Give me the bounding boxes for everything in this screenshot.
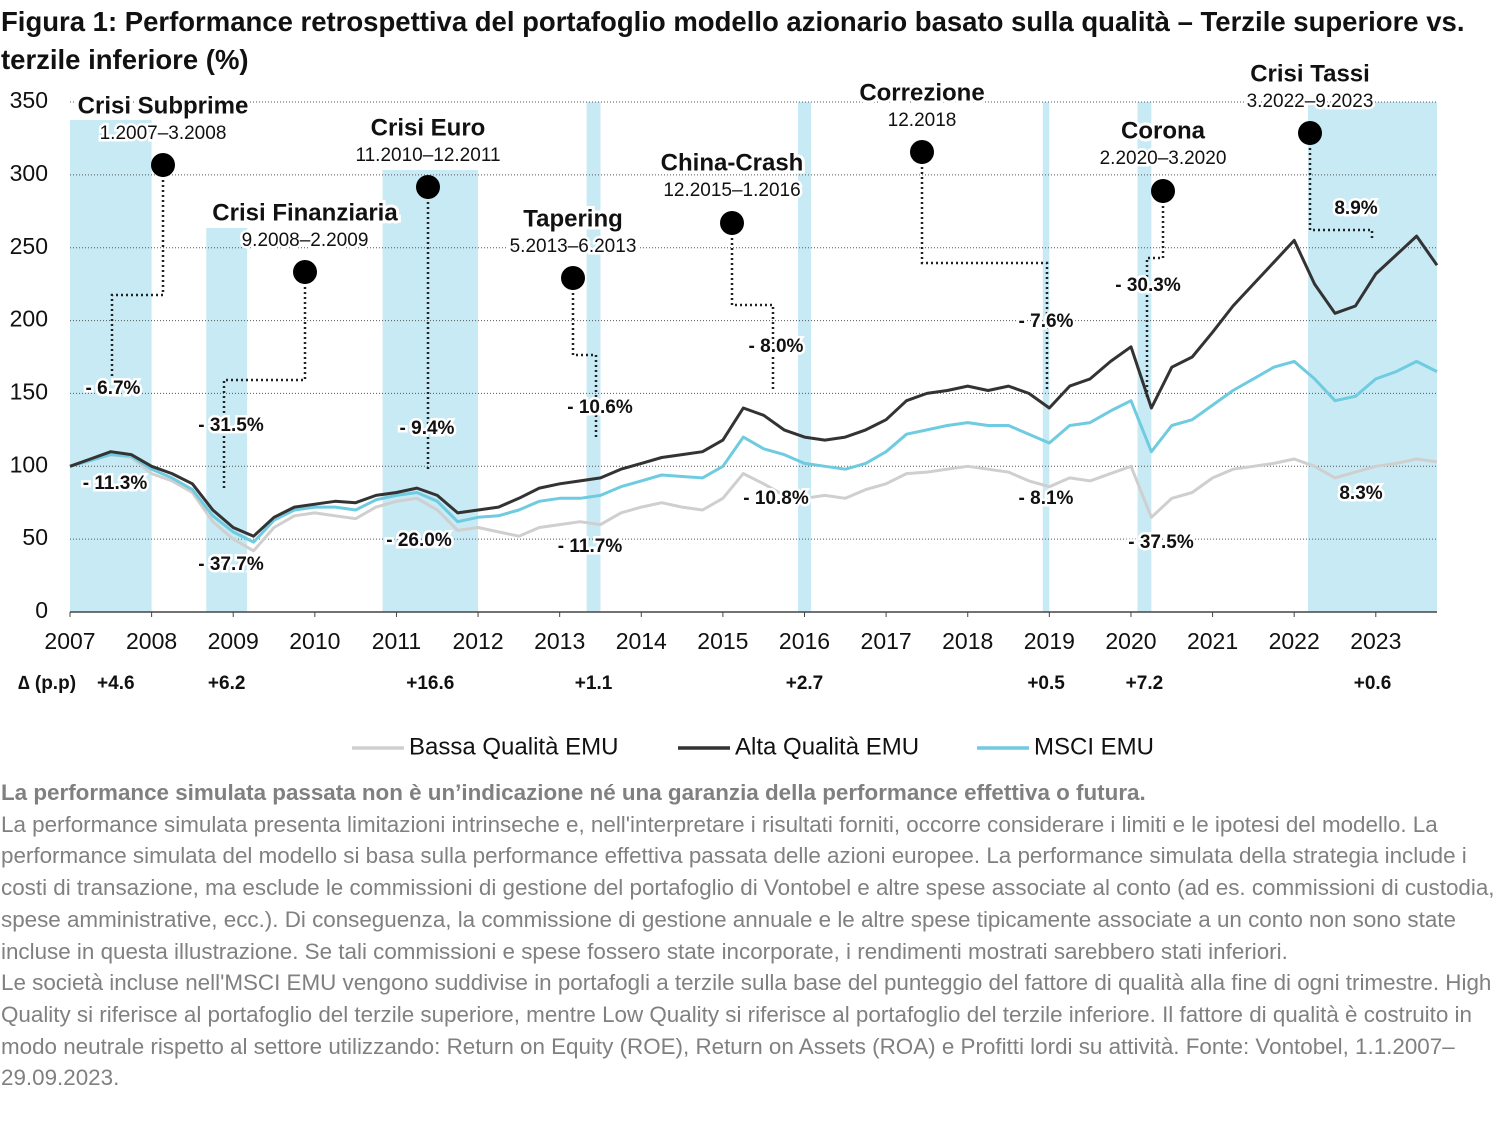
x-tick-label: 2021 xyxy=(1187,628,1238,654)
crisis-name: Corona xyxy=(1121,117,1206,144)
marker-dot xyxy=(1151,179,1175,203)
legend-label: MSCI EMU xyxy=(1034,733,1154,760)
top-label: - 31.5% xyxy=(198,415,264,436)
x-tick-label: 2017 xyxy=(861,628,912,654)
y-tick-label: 250 xyxy=(10,233,48,259)
delta-label: +4.6 xyxy=(97,673,135,694)
bottom-label: - 37.7% xyxy=(198,554,264,575)
delta-label: +7.2 xyxy=(1126,673,1164,694)
x-tick-label: 2007 xyxy=(44,628,95,654)
connector xyxy=(920,152,1049,390)
crisis-band xyxy=(1137,102,1152,612)
crisis-period: 12.2018 xyxy=(888,110,957,131)
bottom-label: - 11.3% xyxy=(83,473,148,494)
marker-dot xyxy=(1298,121,1322,145)
top-label: - 9.4% xyxy=(400,418,455,439)
top-label: - 30.3% xyxy=(1115,275,1181,296)
delta-label: +0.5 xyxy=(1027,673,1065,694)
delta-label: +1.1 xyxy=(575,673,613,694)
crisis-band xyxy=(206,228,248,612)
bottom-label: - 10.8% xyxy=(743,488,809,509)
crisis-band xyxy=(797,102,812,612)
marker-dot xyxy=(910,140,934,164)
x-tick-label: 2019 xyxy=(1024,628,1075,654)
y-tick-label: 300 xyxy=(10,160,48,186)
footnote-text: Le società incluse nell'MSCI EMU vengono… xyxy=(1,970,1492,1091)
y-tick-label: 150 xyxy=(10,379,48,405)
bottom-label: 8.3% xyxy=(1339,483,1382,504)
marker-dot xyxy=(151,153,175,177)
chart-title: Figura 1: Performance retrospettiva del … xyxy=(1,6,1465,75)
crisis-period: 11.2010–12.2011 xyxy=(355,145,500,166)
x-tick-label: 2018 xyxy=(942,628,993,654)
chart: 0 50 100 150 200 250 300 350 2007 2008 2009 2010 201… xyxy=(9,60,1439,761)
marker-dot xyxy=(293,260,317,284)
crisis-period: 9.2008–2.2009 xyxy=(242,230,369,251)
delta-label: +2.7 xyxy=(786,673,824,694)
x-tick-label: 2012 xyxy=(452,628,503,654)
x-tick-label: 2022 xyxy=(1269,628,1320,654)
crisis-period: 5.2013–6.2013 xyxy=(510,236,637,257)
series-line xyxy=(69,359,1438,544)
delta-label: +6.2 xyxy=(208,673,246,694)
crisis-band xyxy=(1308,102,1437,612)
crisis-name: Tapering xyxy=(523,205,623,232)
x-tick-label: 2010 xyxy=(289,628,340,654)
crisis-band xyxy=(382,170,479,612)
marker-dot xyxy=(720,211,744,235)
delta-label: +0.6 xyxy=(1354,673,1392,694)
crisis-band xyxy=(586,102,601,612)
y-tick-label: 350 xyxy=(10,87,48,113)
x-tick-label: 2014 xyxy=(616,628,667,654)
crisis-name: Correzione xyxy=(859,79,984,106)
connector xyxy=(730,223,775,390)
crisis-period: 12.2015–1.2016 xyxy=(663,180,800,201)
footnote-text: La performance simulata presenta limitaz… xyxy=(1,811,1495,964)
x-tick-label: 2020 xyxy=(1105,628,1156,654)
crisis-period: 1.2007–3.2008 xyxy=(100,123,227,144)
legend-label: Alta Qualità EMU xyxy=(735,733,919,760)
x-tick-label: 2015 xyxy=(697,628,748,654)
crisis-name: China-Crash xyxy=(661,149,804,176)
x-tick-label: 2009 xyxy=(208,628,259,654)
bottom-label: - 11.7% xyxy=(558,536,623,557)
crisis-name: Crisi Finanziaria xyxy=(212,199,398,226)
delta-label: +16.6 xyxy=(406,673,454,694)
bottom-label: - 37.5% xyxy=(1128,532,1194,553)
x-tick-label: 2016 xyxy=(779,628,830,654)
crisis-period: 3.2022–9.2023 xyxy=(1247,91,1374,112)
crisis-name: Crisi Tassi xyxy=(1250,60,1370,87)
top-label: - 10.6% xyxy=(567,397,633,418)
top-label: - 6.7% xyxy=(86,378,141,399)
marker-dot xyxy=(561,266,585,290)
bottom-label: - 8.1% xyxy=(1019,488,1074,509)
connector xyxy=(1145,191,1165,400)
crisis-period: 2.2020–3.2020 xyxy=(1100,148,1227,169)
crisis-name: Crisi Euro xyxy=(371,114,486,141)
crisis-name: Crisi Subprime xyxy=(78,92,249,119)
series-line xyxy=(69,453,1438,553)
y-tick-label: 50 xyxy=(22,524,48,550)
x-tick-label: 2013 xyxy=(534,628,585,654)
y-tick-label: 100 xyxy=(10,451,48,477)
connector xyxy=(110,165,165,378)
y-tick-label: 0 xyxy=(35,597,48,623)
y-tick-label: 200 xyxy=(10,306,48,332)
top-label: 8.9% xyxy=(1334,198,1377,219)
delta-row-label: ∆ (p.p) xyxy=(18,673,76,694)
x-tick-label: 2011 xyxy=(372,628,421,654)
x-tick-label: 2023 xyxy=(1350,628,1401,654)
series-line xyxy=(69,234,1439,538)
top-label: - 7.6% xyxy=(1019,311,1074,332)
legend-label: Bassa Qualità EMU xyxy=(409,733,618,760)
x-tick-label: 2008 xyxy=(126,628,177,654)
marker-dot xyxy=(416,175,440,199)
top-label: - 8.0% xyxy=(749,336,804,357)
footnote-disclaimer: La performance simulata passata non è un… xyxy=(1,780,1146,805)
bottom-label: - 26.0% xyxy=(386,530,452,551)
footnote: La performance simulata passata non è un… xyxy=(1,777,1496,1094)
